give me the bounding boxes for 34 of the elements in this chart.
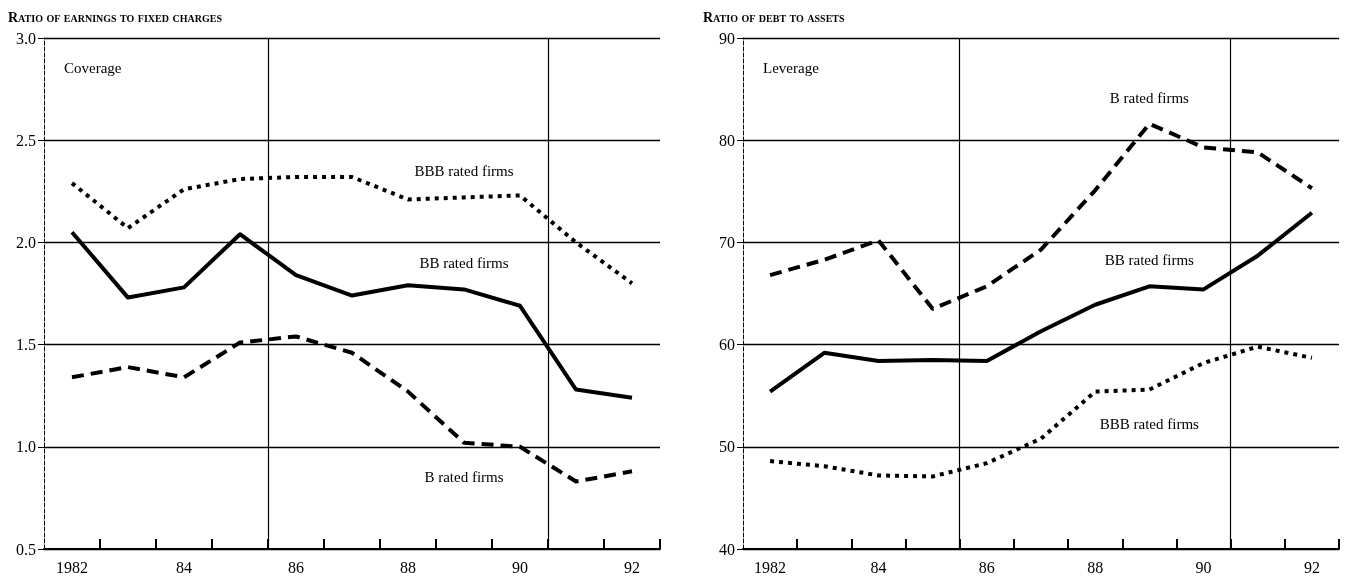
- series-label: BBB rated firms: [414, 163, 514, 180]
- x-tick-label: 84: [870, 558, 887, 576]
- y-tick-label: 2.5: [16, 131, 36, 149]
- annotation: Coverage: [64, 59, 122, 76]
- chart-title: Ratio of earnings to fixed charges: [8, 10, 222, 26]
- y-tick-label: 70: [719, 233, 735, 251]
- y-tick-label: 0.5: [16, 540, 36, 558]
- series-label: BBB rated firms: [1099, 415, 1200, 432]
- annotation: Leverage: [763, 59, 820, 76]
- y-tick-label: 80: [719, 131, 735, 149]
- x-tick-label: 92: [1303, 558, 1320, 576]
- x-tick-label: 1982: [754, 558, 787, 576]
- y-tick-label: 60: [719, 336, 735, 354]
- x-tick-label: 88: [400, 558, 416, 576]
- x-tick-label: 90: [1195, 558, 1212, 576]
- y-tick-label: 90: [719, 29, 735, 47]
- x-tick-label: 92: [624, 558, 640, 576]
- series-label: BB rated firms: [1104, 252, 1195, 269]
- y-tick-label: 1.0: [16, 438, 36, 456]
- series-label: B rated firms: [1109, 89, 1190, 106]
- chart-title: Ratio of debt to assets: [703, 10, 845, 26]
- x-tick-label: 90: [512, 558, 528, 576]
- series-label: B rated firms: [424, 468, 504, 485]
- y-tick-label: 2.0: [16, 233, 36, 251]
- x-tick-label: 86: [288, 558, 304, 576]
- y-tick-label: 1.5: [16, 336, 36, 354]
- x-tick-label: 1982: [56, 558, 88, 576]
- y-tick-label: 40: [719, 540, 735, 558]
- series-label: BB rated firms: [419, 255, 509, 272]
- y-tick-label: 3.0: [16, 29, 36, 47]
- y-tick-label: 50: [719, 438, 735, 456]
- x-tick-label: 88: [1087, 558, 1104, 576]
- x-tick-label: 84: [176, 558, 192, 576]
- x-tick-label: 86: [978, 558, 995, 576]
